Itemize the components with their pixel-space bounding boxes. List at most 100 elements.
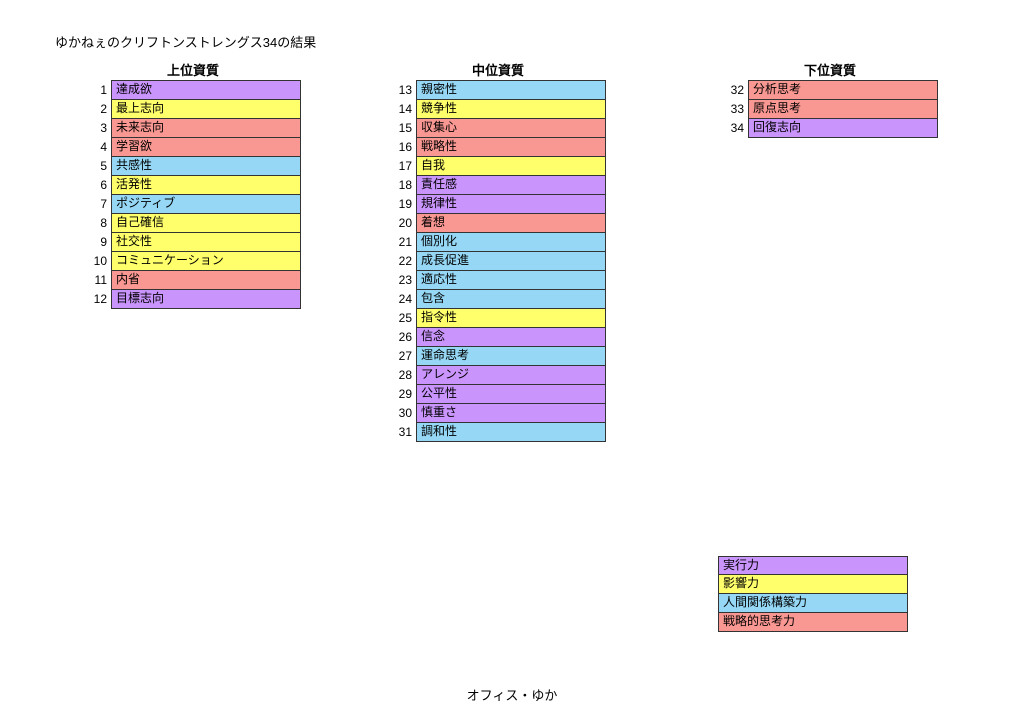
bottom-strengths-column: 下位資質32分析思考33原点思考34回復志向 [722, 60, 938, 138]
strength-cell: ポジティブ [111, 194, 301, 214]
strength-row: 13親密性 [390, 81, 606, 100]
rank-number: 24 [390, 290, 416, 309]
strength-row: 8自己確信 [85, 214, 301, 233]
rank-number: 23 [390, 271, 416, 290]
strength-cell: 戦略性 [416, 137, 606, 157]
strength-cell: 指令性 [416, 308, 606, 328]
strength-row: 19規律性 [390, 195, 606, 214]
rank-number: 2 [85, 100, 111, 119]
strength-row: 29公平性 [390, 385, 606, 404]
strength-row: 34回復志向 [722, 119, 938, 138]
strength-row: 31調和性 [390, 423, 606, 442]
rank-number: 27 [390, 347, 416, 366]
strength-row: 28アレンジ [390, 366, 606, 385]
legend-cell: 人間関係構築力 [718, 593, 908, 613]
strength-row: 6活発性 [85, 176, 301, 195]
strength-row: 25指令性 [390, 309, 606, 328]
strength-cell: 最上志向 [111, 99, 301, 119]
strength-row: 14競争性 [390, 100, 606, 119]
rank-number: 7 [85, 195, 111, 214]
strength-cell: 学習欲 [111, 137, 301, 157]
strength-row: 1達成欲 [85, 81, 301, 100]
rank-number: 31 [390, 423, 416, 442]
rank-number: 34 [722, 119, 748, 138]
strength-cell: 着想 [416, 213, 606, 233]
strength-row: 17自我 [390, 157, 606, 176]
legend-cell: 戦略的思考力 [718, 612, 908, 632]
rank-number: 22 [390, 252, 416, 271]
strength-row: 26信念 [390, 328, 606, 347]
legend-row: 人間関係構築力 [718, 594, 908, 613]
strength-cell: 運命思考 [416, 346, 606, 366]
strength-cell: 慎重さ [416, 403, 606, 423]
strength-cell: 未来志向 [111, 118, 301, 138]
rank-number: 5 [85, 157, 111, 176]
rank-number: 28 [390, 366, 416, 385]
strength-cell: 個別化 [416, 232, 606, 252]
rank-number: 15 [390, 119, 416, 138]
page-title: ゆかねぇのクリフトンストレングス34の結果 [55, 32, 316, 51]
strength-row: 5共感性 [85, 157, 301, 176]
strength-cell: 収集心 [416, 118, 606, 138]
strength-row: 16戦略性 [390, 138, 606, 157]
strength-row: 24包含 [390, 290, 606, 309]
footer-text: オフィス・ゆか [0, 685, 1024, 704]
strength-cell: 信念 [416, 327, 606, 347]
strength-cell: 社交性 [111, 232, 301, 252]
rank-number: 19 [390, 195, 416, 214]
strength-row: 3未来志向 [85, 119, 301, 138]
column-header: 下位資質 [722, 60, 938, 81]
legend-cell: 実行力 [718, 556, 908, 575]
legend-row: 戦略的思考力 [718, 613, 908, 632]
strength-row: 33原点思考 [722, 100, 938, 119]
legend-row: 実行力 [718, 556, 908, 575]
strength-cell: 包含 [416, 289, 606, 309]
strength-cell: 共感性 [111, 156, 301, 176]
rank-number: 20 [390, 214, 416, 233]
rank-number: 6 [85, 176, 111, 195]
rank-number: 8 [85, 214, 111, 233]
rank-number: 26 [390, 328, 416, 347]
rank-number: 4 [85, 138, 111, 157]
rank-number: 11 [85, 271, 111, 290]
strength-row: 22成長促進 [390, 252, 606, 271]
strength-row: 2最上志向 [85, 100, 301, 119]
strength-row: 10コミュニケーション [85, 252, 301, 271]
rank-number: 29 [390, 385, 416, 404]
rank-number: 9 [85, 233, 111, 252]
strength-cell: 調和性 [416, 422, 606, 442]
strength-cell: 成長促進 [416, 251, 606, 271]
strength-row: 12目標志向 [85, 290, 301, 309]
mid-strengths-column: 中位資質13親密性14競争性15収集心16戦略性17自我18責任感19規律性20… [390, 60, 606, 442]
rank-number: 21 [390, 233, 416, 252]
rank-number: 16 [390, 138, 416, 157]
strength-row: 4学習欲 [85, 138, 301, 157]
strength-row: 27運命思考 [390, 347, 606, 366]
strength-row: 21個別化 [390, 233, 606, 252]
strength-row: 30慎重さ [390, 404, 606, 423]
strength-cell: 原点思考 [748, 99, 938, 119]
rank-number: 12 [85, 290, 111, 309]
column-header: 中位資質 [390, 60, 606, 81]
rank-number: 13 [390, 81, 416, 100]
column-header: 上位資質 [85, 60, 301, 81]
strength-row: 20着想 [390, 214, 606, 233]
strength-cell: 自我 [416, 156, 606, 176]
strength-cell: 分析思考 [748, 80, 938, 100]
strength-row: 15収集心 [390, 119, 606, 138]
rank-number: 1 [85, 81, 111, 100]
legend-row: 影響力 [718, 575, 908, 594]
strength-cell: 回復志向 [748, 118, 938, 138]
strength-cell: 適応性 [416, 270, 606, 290]
strength-cell: コミュニケーション [111, 251, 301, 271]
strength-cell: 公平性 [416, 384, 606, 404]
strength-cell: 競争性 [416, 99, 606, 119]
legend-cell: 影響力 [718, 574, 908, 594]
strength-cell: 達成欲 [111, 80, 301, 100]
strength-row: 9社交性 [85, 233, 301, 252]
strength-cell: 目標志向 [111, 289, 301, 309]
rank-number: 17 [390, 157, 416, 176]
strength-cell: 活発性 [111, 175, 301, 195]
rank-number: 32 [722, 81, 748, 100]
strength-row: 23適応性 [390, 271, 606, 290]
